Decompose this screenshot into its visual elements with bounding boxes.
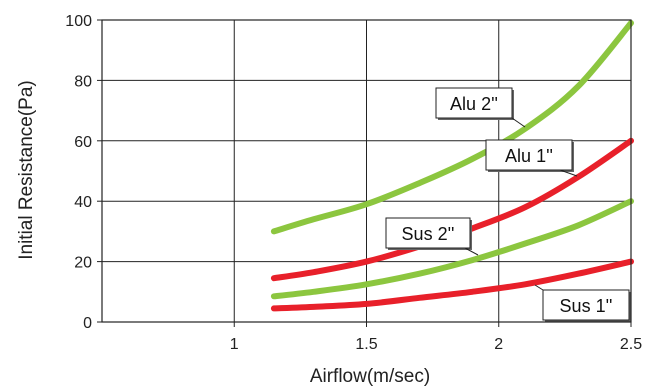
- callout: Sus 2'': [385, 217, 479, 256]
- x-axis-title: Airflow(m/sec): [310, 366, 430, 387]
- series-line: [270, 20, 634, 235]
- series-lines: [270, 20, 634, 312]
- axes: 1 1.5 2 2.5 0 20 40 60 80 100: [65, 13, 642, 353]
- callout-label: Sus 1'': [560, 296, 613, 316]
- y-tick-label: 80: [74, 73, 92, 90]
- series-line: [270, 258, 634, 312]
- y-tick-label: 20: [74, 255, 92, 272]
- x-tick-label: 1.5: [355, 336, 377, 353]
- callout-leader: [559, 169, 578, 177]
- callout: Sus 1'': [534, 284, 631, 322]
- callout-box: [485, 139, 573, 171]
- callout-label: Sus 2'': [402, 224, 455, 244]
- y-tick-label: 60: [74, 134, 92, 151]
- x-tick-label: 1: [230, 336, 239, 353]
- callout-box: [385, 217, 471, 249]
- series-line: [270, 198, 634, 300]
- callout: Alu 1'': [485, 139, 578, 177]
- y-tick-label: 0: [83, 315, 92, 332]
- callout: Alu 2'': [435, 87, 526, 128]
- x-tick-label: 2.5: [620, 336, 642, 353]
- callout-box: [435, 87, 513, 119]
- callout-box: [542, 289, 630, 321]
- callout-label: Alu 2'': [450, 94, 498, 114]
- y-tick-label: 100: [65, 13, 92, 30]
- callout-leader: [464, 247, 479, 256]
- callout-leader: [511, 117, 526, 128]
- series-line: [270, 137, 634, 282]
- y-axis-title: Initial Resistance(Pa): [16, 80, 37, 260]
- callouts: Alu 2'' Alu 1'' Sus 2'' Sus 1'': [385, 87, 631, 322]
- callout-label: Alu 1'': [505, 146, 553, 166]
- y-tick-label: 40: [74, 194, 92, 211]
- callout-leader: [534, 284, 544, 291]
- x-tick-label: 2: [494, 336, 503, 353]
